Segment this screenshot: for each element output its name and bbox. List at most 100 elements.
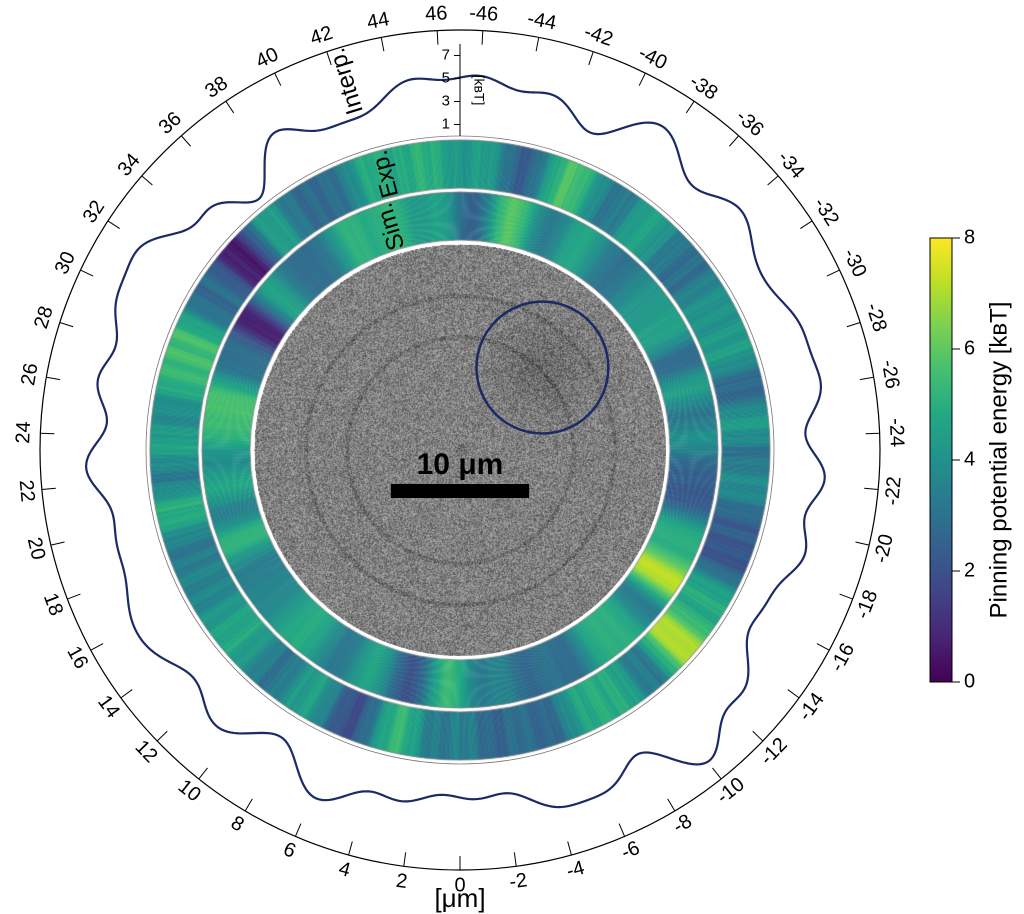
outer-scale-tick <box>619 824 624 837</box>
radial-axis-ticklabel: 7 <box>442 46 450 63</box>
outer-scale-tick <box>181 136 190 146</box>
outer-scale-tick <box>108 221 120 229</box>
outer-scale-label: 44 <box>365 8 391 34</box>
scalebar <box>391 484 529 498</box>
outer-scale-label: 20 <box>23 535 49 562</box>
outer-scale-tick <box>639 73 645 86</box>
outer-scale-label: -22 <box>881 476 906 507</box>
outer-scale-tick <box>437 31 438 45</box>
outer-scale-label: -46 <box>469 2 499 26</box>
outer-scale-tick <box>753 731 763 741</box>
radial-axis-ticklabel: 3 <box>442 92 450 109</box>
outer-scale-tick <box>245 799 252 811</box>
outer-scale-label: 22 <box>15 479 39 503</box>
outer-scale-tick <box>589 52 593 65</box>
outer-scale-tick <box>42 488 56 489</box>
outer-scale-tick <box>142 176 153 185</box>
colorbar-ticklabel: 0 <box>964 670 975 692</box>
colorbar <box>930 238 952 682</box>
outer-scale-tick <box>67 594 80 599</box>
outer-scale-label: 18 <box>39 590 67 619</box>
outer-scale-tick <box>275 73 281 86</box>
colorbar-ticklabel: 8 <box>964 226 975 248</box>
outer-scale-label: -16 <box>826 640 859 676</box>
outer-scale-label: 34 <box>114 149 145 180</box>
outer-scale-tick <box>847 323 860 327</box>
outer-scale-label: 40 <box>252 43 282 73</box>
outer-scale-tick <box>712 768 721 779</box>
outer-scale-tick <box>226 101 234 113</box>
outer-scale-tick <box>121 690 132 698</box>
colorbar-ticklabel: 6 <box>964 337 975 359</box>
outer-scale-label: -10 <box>713 773 749 808</box>
outer-scale-label: 30 <box>51 248 80 278</box>
outer-scale-label: -26 <box>877 358 904 390</box>
outer-scale-tick <box>864 488 878 489</box>
outer-scale-label: 8 <box>227 812 248 837</box>
figure-root: -46-44-42-40-38-36-34-32-30-28-26-24-22-… <box>0 0 1024 914</box>
overlay-svg: -46-44-42-40-38-36-34-32-30-28-26-24-22-… <box>0 0 1024 914</box>
outer-scale-label: -8 <box>669 810 696 838</box>
outer-scale-tick <box>800 221 812 229</box>
outer-scale-label: 2 <box>395 870 409 893</box>
radial-axis-ticklabel: 5 <box>442 69 450 86</box>
outer-scale-label: 38 <box>201 72 232 103</box>
outer-scale-label: -42 <box>581 21 615 51</box>
outer-scale-tick <box>855 542 869 545</box>
label-sim: Sim. <box>371 200 411 254</box>
scalebar-label: 10 μm <box>417 448 504 481</box>
outer-scale-label: -14 <box>794 689 829 725</box>
outer-scale-label: -4 <box>564 857 587 883</box>
outer-scale-label: 26 <box>17 361 43 387</box>
outer-scale-tick <box>514 852 516 866</box>
outer-scale-label: -18 <box>852 587 883 622</box>
outer-scale-tick <box>60 323 73 327</box>
outer-scale-label: -34 <box>773 147 809 183</box>
outer-scale-tick <box>51 542 65 545</box>
outer-scale-tick <box>840 594 853 599</box>
outer-scale-label: -6 <box>618 837 643 864</box>
outer-scale-tick <box>860 377 874 379</box>
radial-axis-ticklabel: 1 <box>442 115 450 132</box>
outer-scale-tick <box>686 101 694 113</box>
outer-scale-tick <box>568 841 572 854</box>
outer-scale-label: -24 <box>885 418 908 448</box>
outer-scale-tick <box>788 690 799 698</box>
outer-scale-tick <box>91 644 103 651</box>
outer-scale-tick <box>768 176 779 185</box>
outer-scale-tick <box>827 270 840 276</box>
outer-scale-label: -36 <box>732 105 768 141</box>
colorbar-ticklabel: 4 <box>964 448 975 470</box>
outer-scale-tick <box>349 841 353 854</box>
outer-scale-unit: [μm] <box>434 883 485 913</box>
outer-scale-label: 42 <box>307 22 335 50</box>
outer-scale-label: -2 <box>508 869 529 893</box>
outer-scale-tick <box>80 270 93 276</box>
colorbar-label: Pinning potential energy [kʙT] <box>985 302 1012 619</box>
outer-scale-tick <box>295 824 300 837</box>
radial-axis-unit: [kʙT] <box>471 75 487 106</box>
outer-scale-label: 28 <box>30 304 58 332</box>
outer-scale-label: -28 <box>861 300 891 334</box>
outer-scale-tick <box>381 37 384 51</box>
outer-scale-label: 6 <box>280 838 299 863</box>
outer-scale-label: 32 <box>79 196 110 227</box>
outer-scale-label: -30 <box>839 245 871 281</box>
outer-scale-label: 36 <box>155 108 186 139</box>
outer-scale-label: 4 <box>336 858 353 882</box>
outer-scale-tick <box>40 433 54 434</box>
outer-scale-label: 46 <box>425 2 448 25</box>
outer-scale-tick <box>817 644 829 651</box>
outer-scale-label: 16 <box>62 643 92 673</box>
outer-scale-label: -40 <box>635 42 671 74</box>
outer-scale-label: -44 <box>526 8 559 35</box>
colorbar-ticklabel: 2 <box>964 559 975 581</box>
outer-scale-tick <box>157 731 167 741</box>
outer-scale-tick <box>536 37 539 51</box>
outer-scale-tick <box>404 852 406 866</box>
outer-scale-tick <box>668 799 675 811</box>
outer-scale-tick <box>199 768 208 779</box>
label-interp: Interp. <box>323 45 369 118</box>
outer-scale-tick <box>46 377 60 379</box>
probe-marker-circle <box>476 302 608 434</box>
